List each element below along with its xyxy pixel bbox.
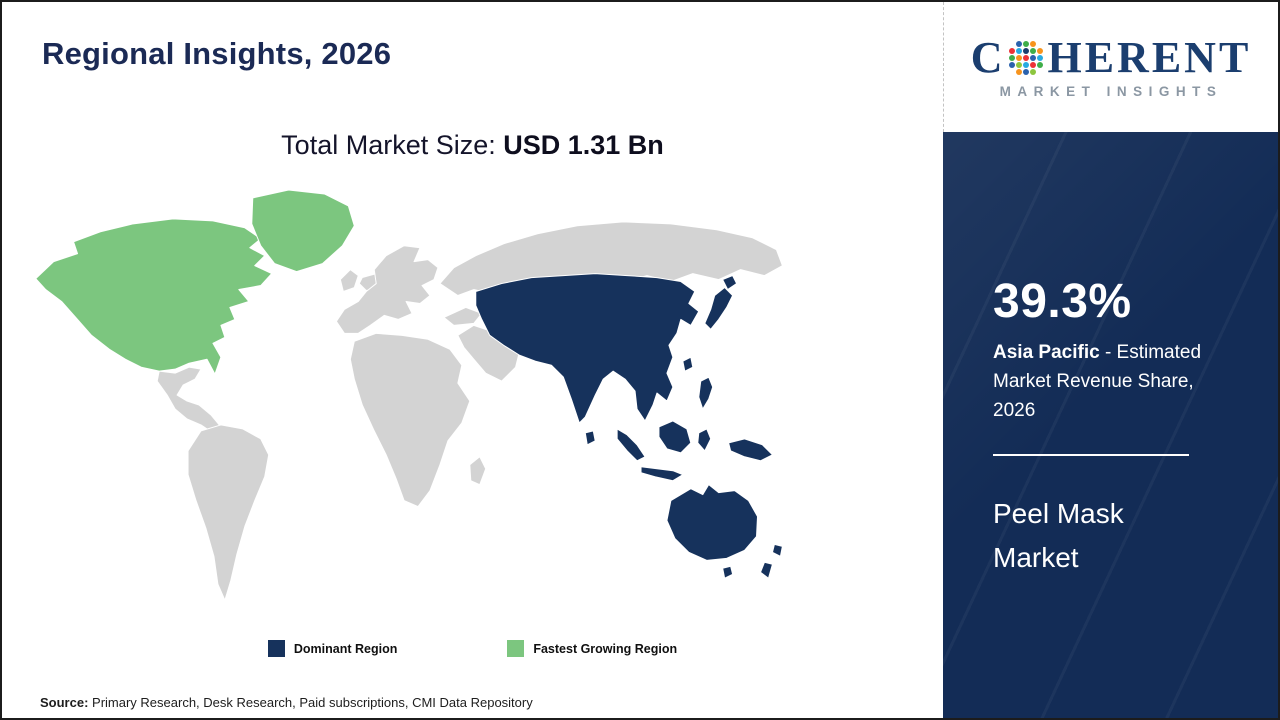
map-region-new-zealand-north [771, 543, 783, 557]
map-region-new-zealand-south [760, 561, 773, 579]
map-region-sumatra [616, 428, 646, 462]
market-name: Peel Mask Market [993, 497, 1124, 574]
map-region-madagascar [469, 456, 487, 486]
fastest-growing-region-swatch [507, 640, 525, 657]
panel-divider [993, 453, 1189, 456]
page-title: Regional Insights, 2026 [42, 36, 392, 71]
total-market-size: Total Market Size: USD 1.31 Bn [2, 130, 943, 161]
dominant-region-label: Dominant Region [293, 641, 398, 656]
main-content: Regional Insights, 2026 Total Market Siz… [2, 2, 943, 718]
brand-logo: C HERENT MARKET INSIGHTS [943, 2, 1278, 132]
region-name: Asia Pacific [993, 342, 1100, 363]
map-region-japan [704, 287, 734, 330]
map-region-japan-hokkaido [722, 275, 738, 291]
map-region-north-america [35, 218, 273, 375]
logo-wordmark-rest: HERENT [1047, 32, 1252, 82]
map-region-united-kingdom [339, 269, 359, 293]
map-region-europe [335, 245, 439, 334]
map-region-java [640, 466, 684, 482]
legend-item-fastest-growing: Fastest Growing Region [507, 640, 677, 657]
source-text: Primary Research, Desk Research, Paid su… [88, 695, 533, 710]
map-region-turkey [443, 306, 483, 326]
map-region-taiwan [682, 356, 694, 372]
map-region-borneo [658, 420, 692, 454]
map-region-sri-lanka [584, 430, 596, 446]
source-label: Source: [40, 695, 89, 710]
market-size-value: USD 1.31 Bn [503, 130, 664, 160]
dotted-globe-icon [1009, 40, 1044, 75]
logo-letter-c: C [970, 32, 1006, 82]
logo-tagline: MARKET INSIGHTS [999, 83, 1223, 99]
world-map [24, 184, 824, 632]
source-line: Source: Primary Research, Desk Research,… [40, 695, 533, 710]
map-region-greenland [251, 189, 355, 273]
market-size-label: Total Market Size: [281, 130, 504, 160]
brand-wordmark: C HERENT [970, 32, 1252, 82]
map-legend: Dominant Region Fastest Growing Region [2, 640, 943, 657]
sidebar-panel: 39.3% Asia Pacific - Estimated Market Re… [943, 132, 1278, 718]
world-map-svg [35, 189, 783, 601]
map-region-mexico-central-america [156, 366, 222, 434]
market-share-value: 39.3% [993, 275, 1132, 328]
sidebar: C HERENT MARKET INSIGHTS 39.3% Asia Paci… [943, 2, 1278, 718]
market-share-description: Asia Pacific - Estimated Market Revenue … [993, 339, 1231, 426]
map-region-tasmania [722, 565, 734, 579]
dominant-region-swatch [267, 640, 285, 657]
region-description: - Estimated Market Revenue Share, 2026 [993, 342, 1202, 421]
legend-item-dominant: Dominant Region [267, 640, 398, 657]
map-region-sulawesi [697, 428, 712, 452]
map-region-australia [666, 484, 759, 561]
map-region-middle-east [457, 324, 521, 382]
map-region-philippines [698, 376, 714, 410]
map-region-africa [349, 332, 471, 508]
map-region-new-guinea [728, 438, 773, 462]
map-region-south-america [187, 424, 270, 601]
map-region-asia-pacific-mainland [475, 273, 700, 424]
fastest-growing-region-label: Fastest Growing Region [533, 641, 678, 656]
